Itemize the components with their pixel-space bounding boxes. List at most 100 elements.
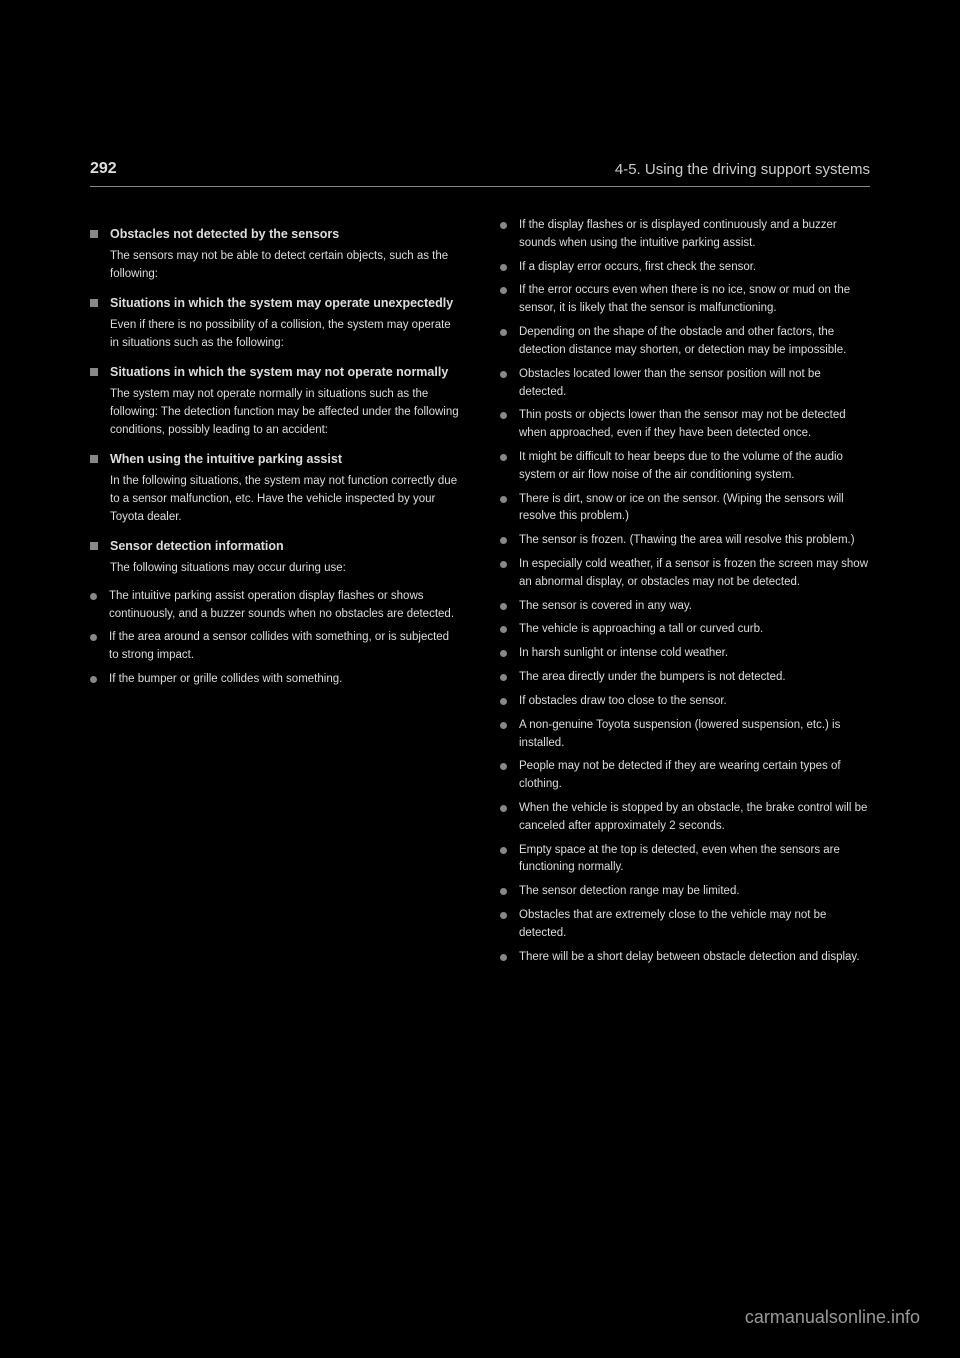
circle-bullet-icon	[90, 593, 97, 600]
circle-bullet-icon	[500, 287, 507, 294]
page-header: 292 4-5. Using the driving support syste…	[90, 160, 870, 187]
section-heading: When using the intuitive parking assist	[110, 450, 460, 469]
list-item: Obstacles that are extremely close to th…	[500, 907, 870, 943]
bullet-text: In harsh sunlight or intense cold weathe…	[519, 645, 870, 663]
bullet-text: In especially cold weather, if a sensor …	[519, 556, 870, 592]
list-item: If the display flashes or is displayed c…	[500, 217, 870, 253]
watermark: carmanualsonline.info	[745, 1307, 920, 1328]
section-body: The following situations may occur durin…	[110, 560, 460, 578]
section-text: When using the intuitive parking assist …	[110, 450, 460, 527]
list-item: The vehicle is approaching a tall or cur…	[500, 621, 870, 639]
section-body: The system may not operate normally in s…	[110, 386, 460, 439]
bullet-text: People may not be detected if they are w…	[519, 758, 870, 794]
bullet-text: There will be a short delay between obst…	[519, 949, 870, 967]
section-heading-item: When using the intuitive parking assist …	[90, 450, 460, 527]
circle-bullet-icon	[500, 537, 507, 544]
list-item: When the vehicle is stopped by an obstac…	[500, 800, 870, 836]
circle-bullet-icon	[500, 805, 507, 812]
list-item: If the bumper or grille collides with so…	[90, 671, 460, 689]
circle-bullet-icon	[500, 888, 507, 895]
list-item: Obstacles located lower than the sensor …	[500, 366, 870, 402]
square-bullet-icon	[90, 230, 98, 238]
bullet-text: Empty space at the top is detected, even…	[519, 842, 870, 878]
list-item: In especially cold weather, if a sensor …	[500, 556, 870, 592]
section-text: Situations in which the system may opera…	[110, 294, 460, 353]
list-item: If obstacles draw too close to the senso…	[500, 693, 870, 711]
section-heading: Situations in which the system may opera…	[110, 294, 460, 313]
section-body: The sensors may not be able to detect ce…	[110, 248, 460, 284]
bullet-text: If the bumper or grille collides with so…	[109, 671, 460, 689]
list-item: The sensor is frozen. (Thawing the area …	[500, 532, 870, 550]
circle-bullet-icon	[500, 412, 507, 419]
square-bullet-icon	[90, 542, 98, 550]
list-item: In harsh sunlight or intense cold weathe…	[500, 645, 870, 663]
section-text: Sensor detection information The followi…	[110, 537, 460, 578]
list-item: There is dirt, snow or ice on the sensor…	[500, 491, 870, 527]
list-item: The sensor is covered in any way.	[500, 598, 870, 616]
bullet-text: The sensor is covered in any way.	[519, 598, 870, 616]
bullet-text: Depending on the shape of the obstacle a…	[519, 324, 870, 360]
section-text: Obstacles not detected by the sensors Th…	[110, 225, 460, 284]
bullet-text: Thin posts or objects lower than the sen…	[519, 407, 870, 443]
bullet-text: It might be difficult to hear beeps due …	[519, 449, 870, 485]
list-item: A non-genuine Toyota suspension (lowered…	[500, 717, 870, 753]
section-body: In the following situations, the system …	[110, 473, 460, 526]
list-item: The sensor detection range may be limite…	[500, 883, 870, 901]
circle-bullet-icon	[500, 847, 507, 854]
right-column: If the display flashes or is displayed c…	[500, 217, 870, 972]
section-heading: Obstacles not detected by the sensors	[110, 225, 460, 244]
bullet-text: The vehicle is approaching a tall or cur…	[519, 621, 870, 639]
list-item: Thin posts or objects lower than the sen…	[500, 407, 870, 443]
bullet-text: If the error occurs even when there is n…	[519, 282, 870, 318]
bullet-text: If obstacles draw too close to the senso…	[519, 693, 870, 711]
square-bullet-icon	[90, 455, 98, 463]
bullet-text: The sensor detection range may be limite…	[519, 883, 870, 901]
list-item: If a display error occurs, first check t…	[500, 259, 870, 277]
section-heading-item: Obstacles not detected by the sensors Th…	[90, 225, 460, 284]
content-columns: Obstacles not detected by the sensors Th…	[90, 217, 870, 972]
square-bullet-icon	[90, 299, 98, 307]
list-item: The area directly under the bumpers is n…	[500, 669, 870, 687]
list-item: If the area around a sensor collides wit…	[90, 629, 460, 665]
section-heading: Situations in which the system may not o…	[110, 363, 460, 382]
bullet-text: Obstacles that are extremely close to th…	[519, 907, 870, 943]
bullet-text: The sensor is frozen. (Thawing the area …	[519, 532, 870, 550]
circle-bullet-icon	[500, 603, 507, 610]
circle-bullet-icon	[500, 626, 507, 633]
list-item: People may not be detected if they are w…	[500, 758, 870, 794]
bullet-text: Obstacles located lower than the sensor …	[519, 366, 870, 402]
circle-bullet-icon	[500, 264, 507, 271]
circle-bullet-icon	[500, 763, 507, 770]
list-item: Depending on the shape of the obstacle a…	[500, 324, 870, 360]
circle-bullet-icon	[500, 222, 507, 229]
list-item: Empty space at the top is detected, even…	[500, 842, 870, 878]
circle-bullet-icon	[500, 954, 507, 961]
section-heading: Sensor detection information	[110, 537, 460, 556]
bullet-text: If the display flashes or is displayed c…	[519, 217, 870, 253]
list-item: The intuitive parking assist operation d…	[90, 588, 460, 624]
bullet-text: A non-genuine Toyota suspension (lowered…	[519, 717, 870, 753]
circle-bullet-icon	[500, 561, 507, 568]
bullet-text: If a display error occurs, first check t…	[519, 259, 870, 277]
list-item: It might be difficult to hear beeps due …	[500, 449, 870, 485]
circle-bullet-icon	[90, 634, 97, 641]
bullet-text: When the vehicle is stopped by an obstac…	[519, 800, 870, 836]
bullet-text: There is dirt, snow or ice on the sensor…	[519, 491, 870, 527]
circle-bullet-icon	[500, 496, 507, 503]
page-number: 292	[90, 160, 117, 178]
circle-bullet-icon	[500, 674, 507, 681]
square-bullet-icon	[90, 368, 98, 376]
section-body: Even if there is no possibility of a col…	[110, 317, 460, 353]
section-heading-item: Situations in which the system may not o…	[90, 363, 460, 440]
list-item: There will be a short delay between obst…	[500, 949, 870, 967]
circle-bullet-icon	[500, 650, 507, 657]
bullet-text: The intuitive parking assist operation d…	[109, 588, 460, 624]
circle-bullet-icon	[500, 698, 507, 705]
chapter-title: 4-5. Using the driving support systems	[615, 161, 870, 178]
circle-bullet-icon	[500, 912, 507, 919]
circle-bullet-icon	[500, 371, 507, 378]
bullet-text: The area directly under the bumpers is n…	[519, 669, 870, 687]
circle-bullet-icon	[90, 676, 97, 683]
bullet-text: If the area around a sensor collides wit…	[109, 629, 460, 665]
circle-bullet-icon	[500, 454, 507, 461]
